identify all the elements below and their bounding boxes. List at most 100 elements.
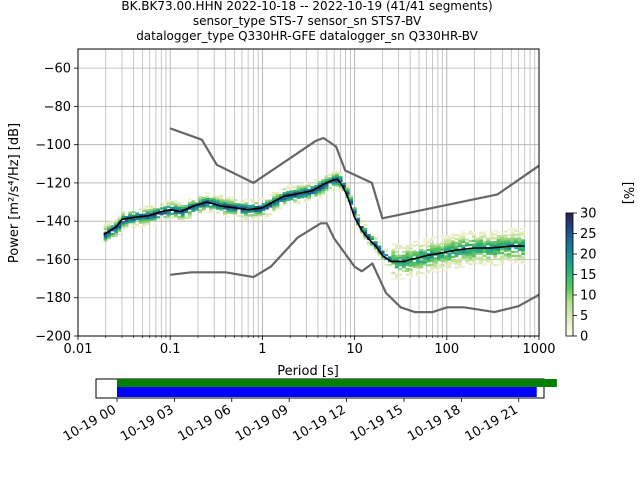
density-cell bbox=[240, 215, 245, 218]
density-cell bbox=[363, 237, 368, 240]
density-cell bbox=[187, 213, 192, 216]
density-cell bbox=[401, 266, 406, 269]
density-cell bbox=[335, 182, 340, 185]
density-cell bbox=[461, 254, 466, 257]
density-cell bbox=[415, 255, 420, 258]
density-cell bbox=[205, 203, 210, 206]
density-cell bbox=[152, 223, 157, 226]
density-cell bbox=[479, 235, 483, 238]
density-cell bbox=[268, 199, 273, 202]
density-cell bbox=[177, 208, 182, 211]
density-cell bbox=[296, 189, 301, 192]
density-cell bbox=[321, 186, 326, 189]
density-cell bbox=[482, 250, 487, 254]
density-cell bbox=[166, 199, 171, 203]
density-cell bbox=[468, 232, 473, 235]
density-cell bbox=[198, 199, 203, 202]
density-cell bbox=[303, 201, 308, 204]
density-cell bbox=[307, 192, 312, 195]
density-cell bbox=[391, 250, 396, 254]
density-cell bbox=[489, 260, 494, 263]
density-cell bbox=[458, 237, 462, 240]
density-cell bbox=[121, 221, 126, 224]
density-cell bbox=[451, 255, 455, 259]
density-cell bbox=[303, 189, 308, 192]
density-cell bbox=[342, 182, 347, 186]
density-cell bbox=[212, 195, 217, 198]
density-cell bbox=[408, 268, 413, 271]
density-cell bbox=[352, 207, 357, 210]
density-cell bbox=[233, 210, 238, 213]
density-cell bbox=[205, 199, 210, 202]
density-cell bbox=[401, 277, 406, 280]
density-cell bbox=[482, 231, 487, 234]
density-cell bbox=[310, 191, 315, 195]
density-cell bbox=[429, 267, 434, 270]
colorbar-label: [%] bbox=[620, 182, 635, 205]
density-cell bbox=[110, 232, 115, 236]
density-cell bbox=[359, 225, 364, 229]
density-cell bbox=[422, 261, 427, 264]
density-cell bbox=[426, 241, 431, 244]
density-cell bbox=[226, 200, 231, 203]
density-cell bbox=[258, 211, 262, 214]
density-cell bbox=[321, 188, 326, 191]
density-cell bbox=[177, 202, 182, 205]
density-cell bbox=[282, 203, 287, 206]
density-cell bbox=[521, 231, 526, 234]
density-cell bbox=[507, 234, 511, 237]
density-cell bbox=[173, 207, 178, 210]
grid-lines bbox=[77, 49, 539, 337]
density-cell bbox=[222, 203, 227, 206]
density-cell bbox=[373, 243, 378, 246]
density-cell bbox=[514, 233, 519, 236]
density-cell bbox=[180, 212, 185, 215]
density-cell bbox=[458, 245, 462, 248]
density-cell bbox=[205, 211, 210, 214]
density-cell bbox=[391, 254, 396, 257]
density-cell bbox=[201, 206, 206, 209]
density-cell bbox=[486, 250, 490, 254]
density-cell bbox=[212, 204, 217, 207]
density-cell bbox=[415, 253, 420, 256]
density-cell bbox=[152, 215, 157, 218]
density-cell bbox=[419, 252, 424, 255]
density-cell bbox=[422, 257, 427, 260]
density-cell bbox=[447, 237, 452, 240]
colorbar-ticks: 0 5 10 15 20 25 30 bbox=[573, 207, 597, 345]
density-cell bbox=[444, 255, 448, 258]
density-cell bbox=[219, 208, 224, 211]
density-cell bbox=[514, 237, 519, 240]
density-cell bbox=[394, 264, 399, 267]
density-cell bbox=[405, 252, 410, 255]
density-cell bbox=[244, 215, 248, 219]
density-cell bbox=[272, 191, 276, 195]
density-cell bbox=[282, 199, 287, 202]
density-cell bbox=[391, 243, 396, 246]
density-cell bbox=[514, 256, 519, 259]
density-cell bbox=[461, 250, 466, 253]
density-cell bbox=[293, 195, 297, 198]
density-cell bbox=[300, 188, 304, 191]
density-cell bbox=[296, 185, 301, 188]
density-cell bbox=[173, 205, 178, 208]
density-cell bbox=[444, 249, 448, 252]
density-cell bbox=[373, 246, 378, 250]
density-cell bbox=[482, 248, 487, 252]
density-cell bbox=[177, 204, 182, 207]
density-cell bbox=[261, 205, 266, 208]
density-cell bbox=[103, 237, 108, 240]
density-cell bbox=[363, 223, 368, 227]
density-cell bbox=[405, 262, 410, 265]
density-cell bbox=[408, 260, 413, 264]
density-cell bbox=[419, 248, 424, 252]
density-cell bbox=[447, 256, 452, 259]
density-cell bbox=[279, 199, 283, 202]
density-cell bbox=[131, 214, 136, 218]
density-cell bbox=[135, 223, 140, 227]
density-cell bbox=[166, 203, 171, 206]
colorbar-tick-label: 20 bbox=[580, 248, 597, 263]
density-cell bbox=[303, 199, 308, 202]
density-cell bbox=[254, 213, 259, 216]
